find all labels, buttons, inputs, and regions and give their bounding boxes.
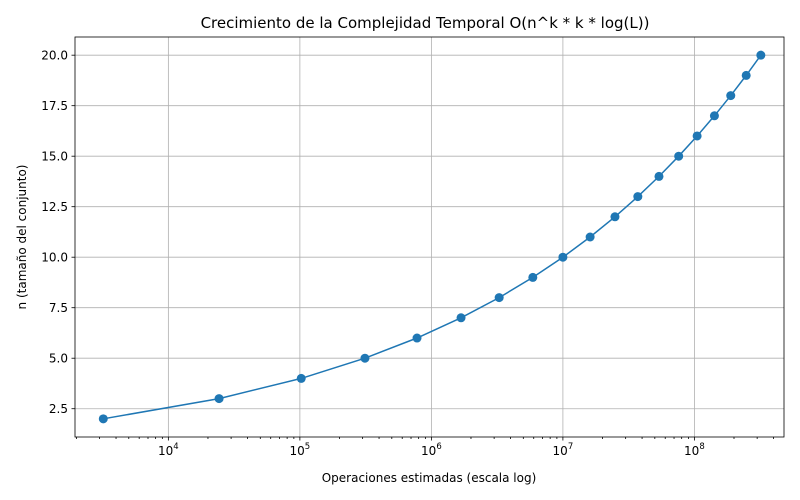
y-tick-label: 15.0 — [41, 149, 68, 163]
data-points — [98, 50, 766, 424]
x-tick-label: 105 — [290, 442, 311, 458]
data-point — [296, 373, 306, 383]
y-tick-label: 2.5 — [49, 402, 68, 416]
y-tick-label: 10.0 — [41, 251, 68, 265]
y-tick-label: 5.0 — [49, 352, 68, 366]
data-point — [726, 91, 736, 101]
grid — [75, 37, 784, 437]
data-point — [692, 131, 702, 141]
x-tick-label: 107 — [553, 442, 574, 458]
data-point — [585, 232, 595, 242]
data-point — [360, 353, 370, 363]
plot-area-frame — [74, 36, 785, 438]
y-tick-label: 12.5 — [41, 200, 68, 214]
y-tick-label: 17.5 — [41, 99, 68, 113]
x-tick-label: 108 — [684, 442, 705, 458]
data-point — [741, 70, 751, 80]
y-tick-label: 7.5 — [49, 301, 68, 315]
data-point — [558, 252, 568, 262]
data-point — [633, 192, 643, 202]
y-axis: 2.5 5.0 7.5 10.0 12.5 15.0 17.5 20.0 — [41, 48, 75, 416]
data-point — [98, 414, 108, 424]
data-point — [412, 333, 422, 343]
chart-title: Crecimiento de la Complejidad Temporal O… — [201, 14, 650, 32]
data-point — [654, 171, 664, 181]
series-line — [103, 54, 762, 420]
y-axis-label: n (tamaño del conjunto) — [15, 165, 29, 310]
series-line-group — [103, 54, 762, 420]
data-point — [214, 394, 224, 404]
y-tick-label: 20.0 — [41, 48, 68, 62]
x-axis-label: Operaciones estimadas (escala log) — [322, 471, 537, 485]
data-point — [610, 212, 620, 222]
data-point — [528, 272, 538, 282]
data-point — [456, 313, 466, 323]
data-point — [494, 293, 504, 303]
x-tick-label: 104 — [158, 442, 179, 458]
x-axis: 104 105 106 107 108 — [76, 437, 774, 458]
x-tick-label: 106 — [421, 442, 442, 458]
data-point — [756, 50, 766, 60]
data-point — [674, 151, 684, 161]
data-point — [709, 111, 719, 121]
